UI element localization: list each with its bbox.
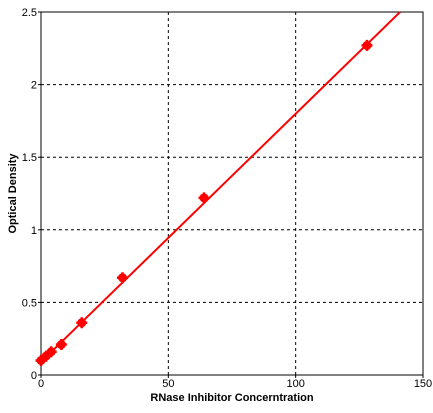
- data-point: [198, 192, 210, 204]
- fit-line: [40, 11, 401, 363]
- data-point-cross: [116, 272, 128, 284]
- series-layer: [35, 11, 401, 366]
- x-tick-label: 150: [414, 378, 432, 390]
- data-point-cross: [198, 192, 210, 204]
- y-tick-label: 0.5: [22, 297, 37, 309]
- data-point-cross: [76, 317, 88, 329]
- x-tick-label: 0: [38, 378, 44, 390]
- data-point: [116, 272, 128, 284]
- tick-layer: 0 50 100 150 0 0.5 1 1.5 2 2.5: [22, 7, 432, 390]
- data-point: [55, 339, 67, 351]
- x-tick-label: 50: [162, 378, 174, 390]
- y-tick-label: 1.5: [22, 152, 37, 164]
- data-point-cross: [55, 339, 67, 351]
- y-axis-title: Optical Density: [7, 153, 19, 234]
- data-point-cross: [361, 39, 373, 51]
- plot-area: [40, 11, 424, 376]
- data-point: [361, 39, 373, 51]
- data-point: [76, 317, 88, 329]
- y-tick-label: 0: [31, 370, 37, 382]
- x-tick-label: 100: [286, 378, 304, 390]
- data-point-cross: [45, 346, 57, 358]
- x-axis-title: RNase Inhibitor Concerntration: [150, 392, 313, 404]
- y-tick-label: 2: [31, 80, 37, 92]
- y-tick-label: 1: [31, 225, 37, 237]
- grid-layer: [41, 12, 423, 375]
- data-point: [45, 346, 57, 358]
- y-tick-label: 2.5: [22, 7, 37, 19]
